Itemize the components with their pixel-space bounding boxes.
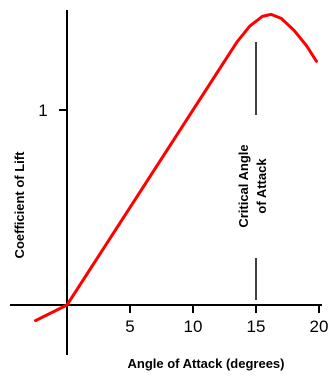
y-axis-title: Coefficient of Lift bbox=[12, 151, 27, 259]
y-tick-label-1: 1 bbox=[38, 101, 47, 120]
critical-angle-annotation: Critical Angle of Attack bbox=[236, 42, 269, 300]
x-tick-label-15: 15 bbox=[247, 317, 266, 336]
x-axis-title: Angle of Attack (degrees) bbox=[128, 356, 285, 371]
axes bbox=[10, 10, 322, 355]
critical-angle-label-line-1: Critical Angle bbox=[236, 144, 251, 227]
x-tick-label-5: 5 bbox=[125, 317, 134, 336]
lift-curve-line bbox=[34, 12, 318, 323]
x-tick-label-20: 20 bbox=[310, 317, 329, 336]
critical-angle-label-line-2: of Attack bbox=[254, 158, 269, 214]
ticks: 5 10 15 20 1 bbox=[38, 101, 328, 336]
x-tick-label-10: 10 bbox=[184, 317, 203, 336]
